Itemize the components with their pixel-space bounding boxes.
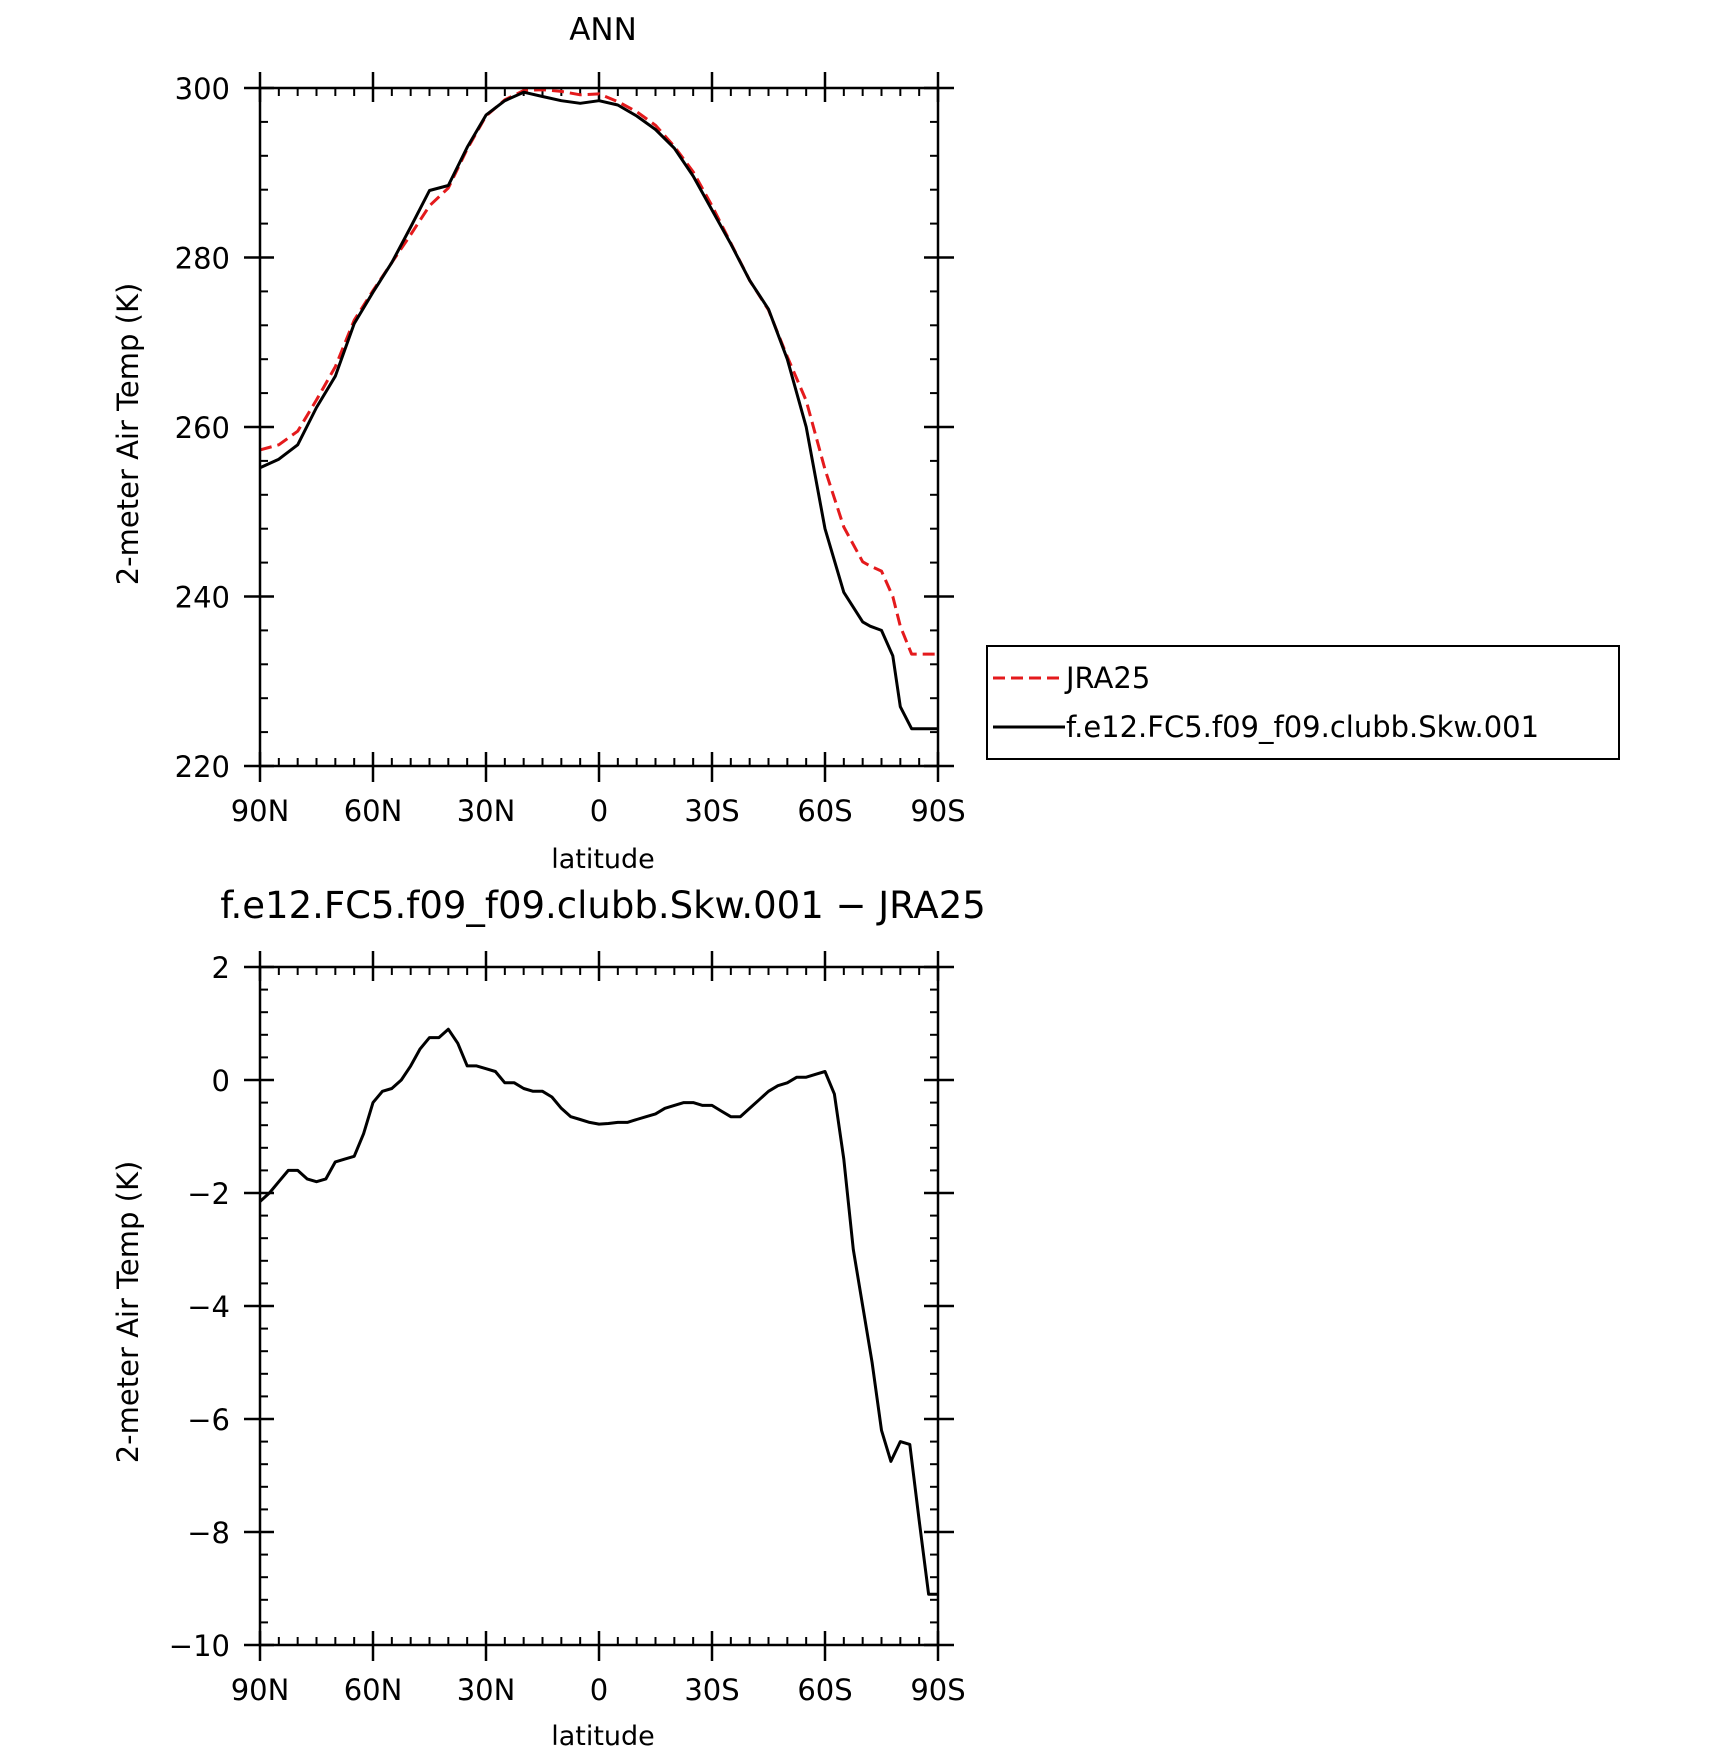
bottom-chart-title: f.e12.FC5.f09_f09.clubb.Skw.001 − JRA25: [220, 884, 986, 927]
top-x-tick-label: 30N: [457, 794, 516, 828]
top-y-tick-label: 280: [175, 242, 230, 276]
top-plot-frame: [258, 86, 940, 768]
top-x-tick-label: 90S: [910, 794, 965, 828]
top-y-axis-label: 2-meter Air Temp (K): [111, 283, 145, 586]
top-x-tick-label: 60S: [797, 794, 852, 828]
bottom-x-tick-label: 60S: [797, 1673, 852, 1707]
legend-box: [986, 645, 1620, 760]
legend-label-model: f.e12.FC5.f09_f09.clubb.Skw.001: [1066, 710, 1539, 744]
top-y-tick-label: 260: [175, 411, 230, 445]
bottom-x-tick-label: 30S: [684, 1673, 739, 1707]
bottom-x-tick-label: 0: [590, 1673, 608, 1707]
top-y-tick-label: 300: [175, 72, 230, 106]
top-chart-title: ANN: [569, 12, 637, 48]
bottom-y-tick-label: −8: [187, 1516, 230, 1550]
top-x-axis-label: latitude: [551, 844, 655, 875]
bottom-y-tick-label: 0: [212, 1064, 230, 1098]
bottom-y-tick-label: −4: [187, 1290, 230, 1324]
bottom-x-tick-label: 30N: [457, 1673, 516, 1707]
bottom-plot-frame: [258, 965, 940, 1647]
bottom-x-tick-label: 90N: [231, 1673, 290, 1707]
zonal-mean-panel: ANN 90N 60N 30N 0 30S 60S 90S 220 240 260 280 300 l…: [111, 12, 1620, 875]
bottom-y-axis-label: 2-meter Air Temp (K): [111, 1161, 145, 1464]
top-y-tick-label: 240: [175, 581, 230, 615]
bottom-x-tick-label: 60N: [344, 1673, 403, 1707]
difference-panel: f.e12.FC5.f09_f09.clubb.Skw.001 − JRA25 …: [111, 884, 986, 1751]
top-y-tick-label: 220: [175, 750, 230, 784]
bottom-series-line-0: [258, 1027, 938, 1596]
top-x-tick-label: 0: [590, 794, 608, 828]
bottom-y-tick-label: −6: [187, 1403, 230, 1437]
bottom-y-tick-label: −10: [169, 1629, 230, 1663]
legend-label-jra25: JRA25: [1064, 661, 1150, 695]
legend: JRA25 f.e12.FC5.f09_f09.clubb.Skw.001: [986, 645, 1620, 760]
bottom-plot-area: 90N 60N 30N 0 30S 60S 90S −10 −8 −6 −4 −2 0 2: [169, 951, 966, 1707]
top-x-tick-label: 60N: [344, 794, 403, 828]
bottom-y-tick-label: 2: [212, 951, 230, 985]
bottom-x-tick-label: 90S: [910, 1673, 965, 1707]
top-x-tick-label: 30S: [684, 794, 739, 828]
bottom-y-tick-label: −2: [187, 1177, 230, 1211]
top-series-line-1: [259, 90, 938, 731]
bottom-x-axis-label: latitude: [551, 1721, 655, 1751]
top-x-tick-label: 90N: [231, 794, 290, 828]
top-plot-area: 90N 60N 30N 0 30S 60S 90S 220 240 260 280 300: [175, 72, 966, 828]
